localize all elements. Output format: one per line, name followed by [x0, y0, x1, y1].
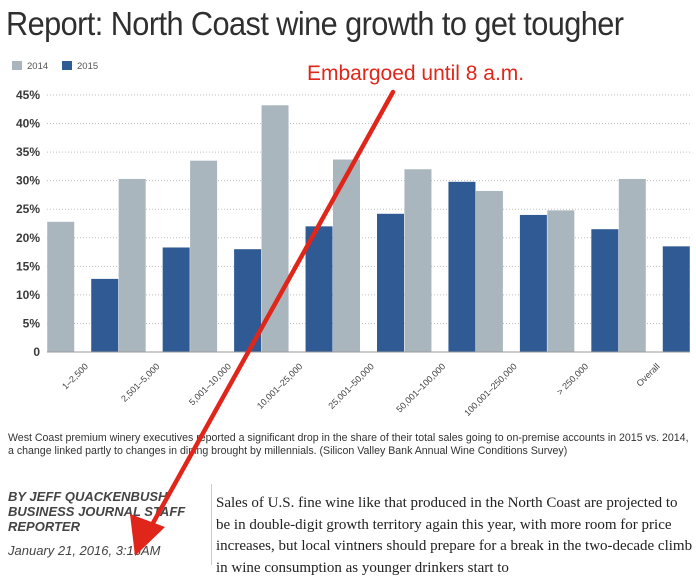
bar-2014-3: [261, 105, 289, 352]
x-tick-label: 2,501–5,000: [119, 361, 161, 403]
legend: 2014 2015: [12, 61, 98, 72]
column-divider: [211, 484, 212, 565]
bar-2015-2: [234, 249, 262, 352]
y-tick-label: 40%: [16, 117, 40, 131]
bar-2014-5: [404, 169, 432, 352]
x-tick-label: 10,001–25,000: [255, 361, 305, 411]
bar-2015-1: [162, 247, 190, 352]
legend-label-2014: 2014: [27, 61, 48, 72]
bar-chart: 0 5% 10% 15% 20% 25% 30% 35% 40% 45% 1–2,500 2,501…: [12, 61, 690, 418]
x-tick-label: 50,001–100,000: [394, 361, 447, 414]
bar-2015-3: [305, 226, 333, 352]
bar-2014-8: [618, 178, 646, 352]
bar-2015-0: [91, 278, 119, 352]
y-tick-label: 20%: [16, 231, 40, 245]
y-tick-label: 15%: [16, 259, 40, 273]
legend-swatch-2015: [62, 61, 72, 70]
bar-2014-7: [547, 210, 575, 352]
x-tick-label: 25,001–50,000: [326, 361, 376, 411]
y-tick-label: 35%: [16, 145, 40, 159]
y-tick-label: 10%: [16, 288, 40, 302]
x-tick-label: Overall: [634, 361, 661, 388]
headline: Report: North Coast wine growth to get t…: [6, 5, 624, 42]
x-tick-label: 1–2,500: [60, 361, 90, 391]
bar-2015-6: [519, 214, 547, 352]
dateline: January 21, 2016, 3:15AM: [8, 543, 161, 558]
x-tick-label: 100,001–250,000: [462, 361, 519, 418]
bar-2014-2: [190, 160, 218, 352]
x-tick-label: > 250,000: [555, 361, 591, 397]
y-tick-label: 25%: [16, 202, 40, 216]
y-tick-label: 5%: [23, 316, 41, 330]
bar-2014-4: [333, 159, 360, 352]
bar-2014-1: [118, 178, 146, 352]
byline: By Jeff Quackenbush Business Journal Sta…: [8, 489, 186, 534]
bar-2014-0: [47, 221, 75, 352]
article-body: Sales of U.S. fine wine like that produc…: [216, 495, 693, 576]
bar-2015-4: [377, 213, 404, 352]
bar-2015-5: [448, 181, 476, 352]
bars: [47, 105, 690, 352]
bar-2015-7: [591, 229, 619, 352]
bar-2014-6: [475, 190, 503, 352]
y-tick-label: 30%: [16, 174, 40, 188]
chart-caption: West Coast premium winery executives rep…: [8, 432, 689, 457]
x-tick-label: 5,001–10,000: [187, 361, 233, 407]
legend-label-2015: 2015: [77, 61, 98, 72]
x-axis-ticks: 1–2,500 2,501–5,000 5,001–10,000 10,001–25,…: [60, 361, 662, 418]
embargo-annotation: Embargoed until 8 a.m.: [307, 62, 525, 85]
y-tick-label: 45%: [16, 88, 40, 102]
y-axis-ticks: 0 5% 10% 15% 20% 25% 30% 35% 40% 45%: [16, 88, 40, 359]
bar-2015-8: [662, 246, 690, 352]
legend-swatch-2014: [12, 61, 22, 70]
y-tick-label: 0: [33, 345, 40, 359]
